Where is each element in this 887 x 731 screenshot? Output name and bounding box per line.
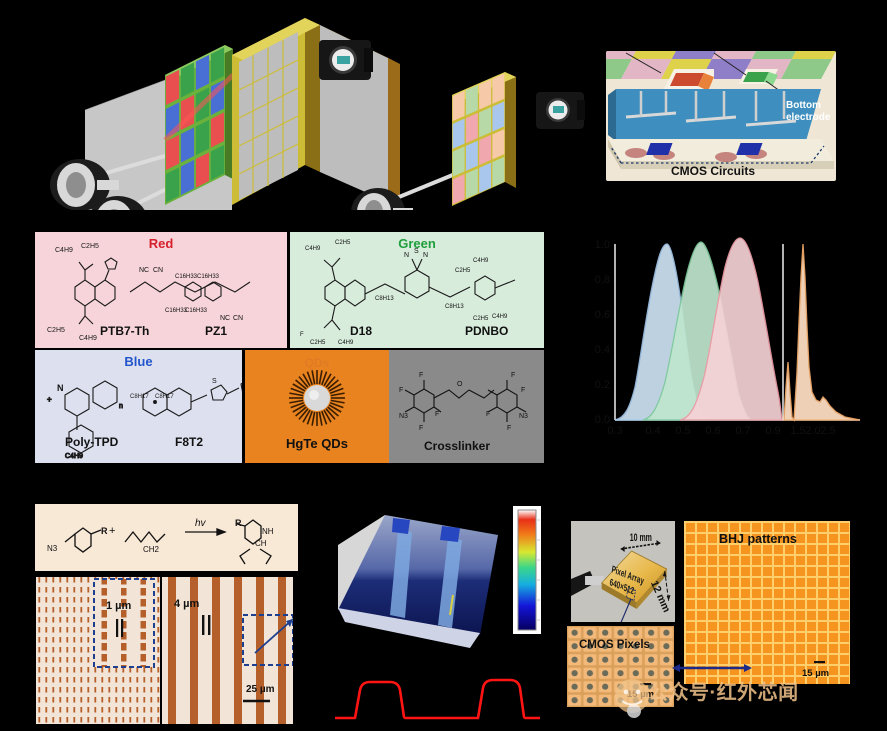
svg-text:2.0: 2.0: [805, 425, 820, 437]
svg-text:25 µm: 25 µm: [246, 684, 275, 695]
svg-text:CH: CH: [255, 539, 267, 548]
svg-text:0.9: 0.9: [765, 425, 780, 437]
svg-text:C16H33: C16H33: [185, 308, 208, 314]
svg-text:O: O: [457, 381, 463, 388]
svg-text:C16H33: C16H33: [197, 274, 220, 280]
svg-text:C4H9: C4H9: [65, 453, 83, 460]
svg-text:0.8: 0.8: [595, 274, 610, 286]
svg-text:0.7: 0.7: [735, 425, 750, 437]
svg-text:F: F: [435, 411, 439, 418]
svg-text:F: F: [521, 387, 525, 394]
svg-text:N: N: [423, 252, 428, 259]
svg-text:F: F: [419, 372, 423, 379]
svg-text:+: +: [109, 525, 115, 537]
svg-text:0.2: 0.2: [595, 379, 610, 391]
svg-text:0.6: 0.6: [595, 309, 610, 321]
svg-text:Crosslinker: Crosslinker: [424, 439, 490, 453]
svg-text:C2H5: C2H5: [473, 316, 489, 322]
svg-text:C4H9: C4H9: [79, 335, 97, 342]
svg-text:hv: hv: [195, 518, 207, 529]
svg-text:NH: NH: [262, 527, 274, 536]
svg-text:PTB7-Th: PTB7-Th: [100, 324, 149, 338]
svg-text:CH2: CH2: [143, 545, 160, 554]
svg-text:C4H9: C4H9: [492, 314, 508, 320]
svg-text:N: N: [404, 252, 409, 259]
svg-text:+: +: [47, 395, 52, 404]
svg-text:10 mm: 10 mm: [630, 531, 652, 543]
svg-text:R: R: [101, 526, 108, 536]
svg-text:R: R: [235, 518, 242, 528]
svg-text:F: F: [300, 332, 304, 338]
svg-text:D18: D18: [350, 324, 372, 338]
svg-text:1.0: 1.0: [595, 239, 610, 251]
svg-text:4 µm: 4 µm: [174, 598, 200, 610]
svg-text:BHJ patterns: BHJ patterns: [719, 532, 797, 546]
svg-text:C8H13: C8H13: [375, 296, 394, 302]
svg-text:0.3: 0.3: [607, 425, 622, 437]
svg-text:C4H9: C4H9: [473, 258, 489, 264]
svg-text:Bottom: Bottom: [786, 100, 821, 111]
svg-text:0.5: 0.5: [675, 425, 690, 437]
svg-text:C2H5: C2H5: [310, 340, 326, 346]
svg-text:F: F: [507, 425, 511, 432]
svg-text:N3: N3: [47, 544, 58, 553]
svg-text:F: F: [419, 425, 423, 432]
svg-text:CN: CN: [153, 267, 163, 274]
svg-text:electrode: electrode: [786, 112, 831, 123]
svg-text:C16H33: C16H33: [175, 274, 198, 280]
svg-text:CMOS Circuits: CMOS Circuits: [671, 164, 755, 178]
svg-text:C8H13: C8H13: [445, 304, 464, 310]
svg-text:F8T2: F8T2: [175, 435, 203, 449]
svg-text:0.4: 0.4: [645, 425, 660, 437]
svg-text:C2H5: C2H5: [455, 268, 471, 274]
svg-text:F: F: [486, 411, 490, 418]
svg-text:n: n: [119, 403, 123, 410]
svg-text:S: S: [212, 378, 217, 385]
svg-text:CMOS Pixels: CMOS Pixels: [579, 639, 650, 651]
svg-text:2.5: 2.5: [820, 425, 835, 437]
svg-text:1 µm: 1 µm: [106, 600, 132, 612]
svg-text:0.6: 0.6: [705, 425, 720, 437]
svg-text:1.5: 1.5: [790, 425, 805, 437]
svg-text:N: N: [57, 383, 64, 393]
svg-text:NC: NC: [220, 315, 230, 322]
svg-text:F: F: [399, 387, 403, 394]
svg-text:N3: N3: [399, 413, 408, 420]
svg-text:C2H5: C2H5: [47, 327, 65, 334]
svg-text:PZ1: PZ1: [205, 324, 227, 338]
svg-text:CN: CN: [233, 315, 243, 322]
svg-text:C8H17: C8H17: [130, 394, 149, 400]
svg-text:PDNBO: PDNBO: [465, 324, 508, 338]
svg-text:N3: N3: [519, 413, 528, 420]
svg-text:Poly-TPD: Poly-TPD: [65, 435, 119, 449]
svg-text:NC: NC: [139, 267, 149, 274]
svg-text:C8H17: C8H17: [155, 394, 174, 400]
svg-text:0.4: 0.4: [595, 344, 610, 356]
svg-text:C4H9: C4H9: [338, 340, 354, 346]
svg-text:F: F: [511, 372, 515, 379]
